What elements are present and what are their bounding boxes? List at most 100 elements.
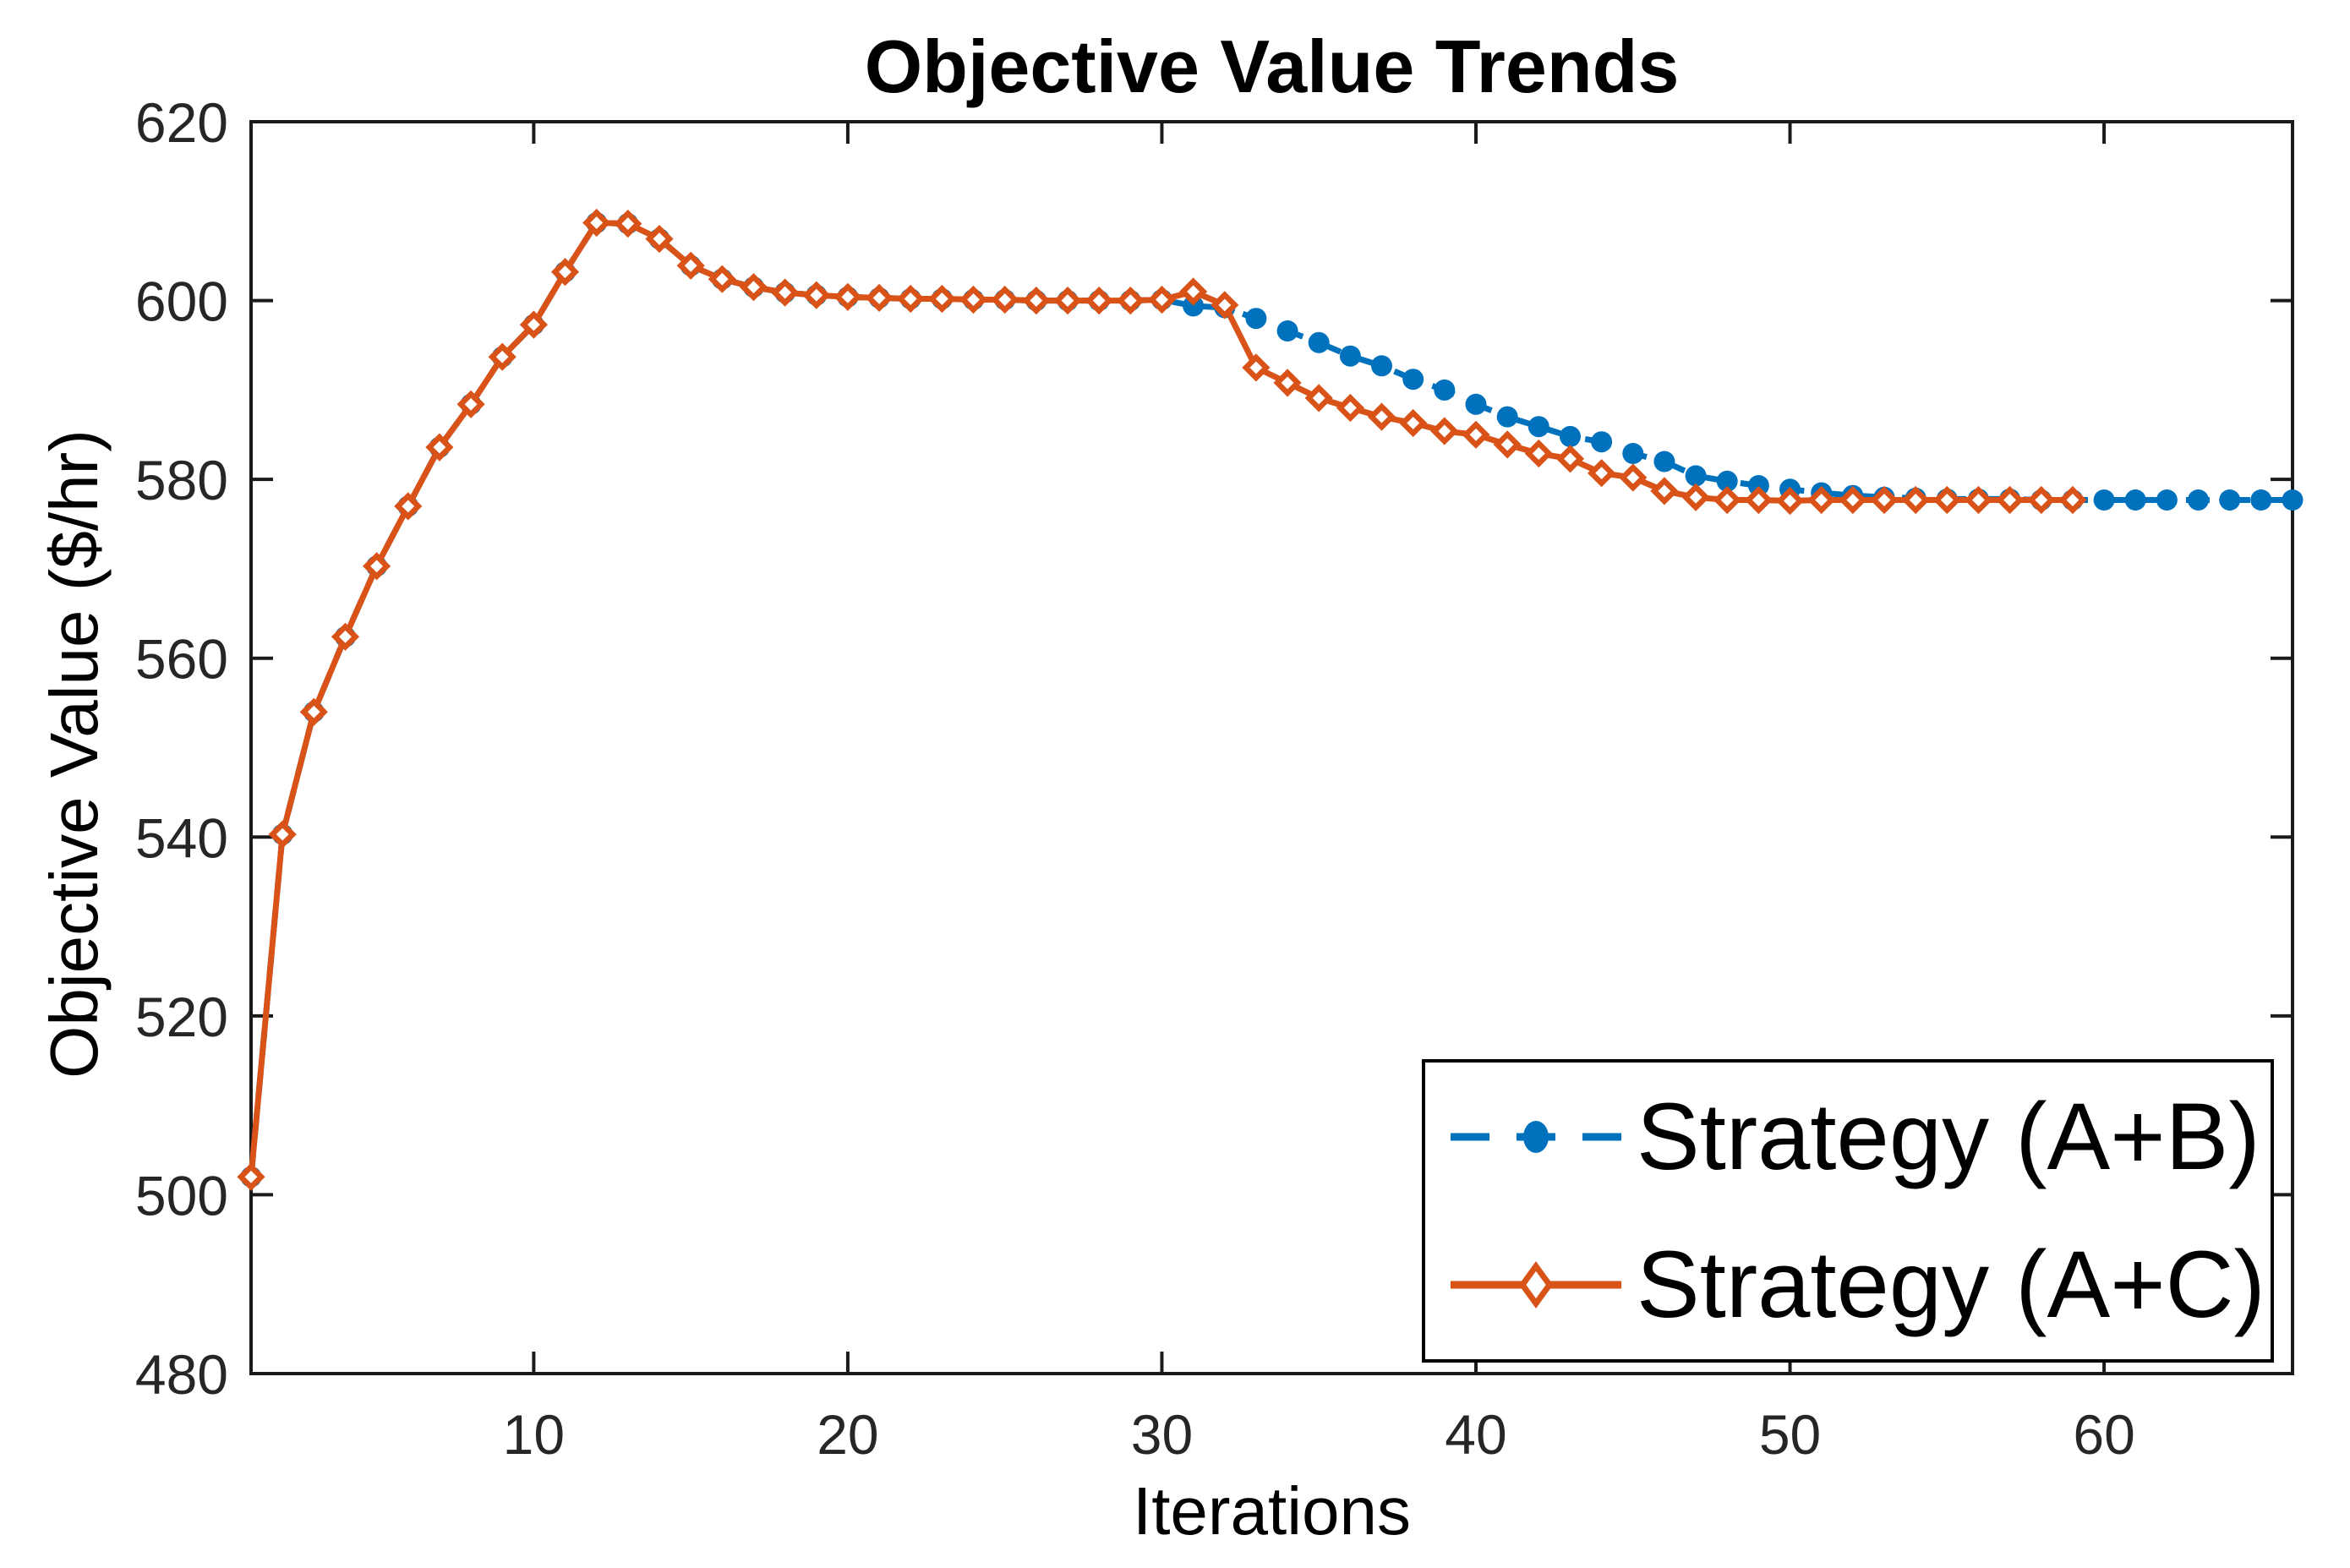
x-tick-label: 40 (1445, 1403, 1506, 1466)
data-point-marker-circle (2093, 489, 2115, 511)
y-tick-label: 560 (135, 628, 228, 691)
data-point-marker-diamond (2058, 485, 2087, 515)
data-point-marker-diamond (1273, 369, 1302, 397)
data-point-marker-diamond (1524, 439, 1553, 468)
data-point-marker-diamond (1430, 417, 1459, 445)
data-point-marker-circle (1276, 320, 1298, 341)
data-point-marker-diamond (237, 1162, 265, 1191)
data-point-marker-circle (1653, 451, 1675, 473)
data-point-marker-diamond (771, 278, 800, 307)
data-point-marker-diamond (1147, 285, 1177, 314)
x-tick-label: 30 (1131, 1403, 1193, 1466)
data-point-marker-circle (1308, 331, 1330, 353)
data-point-marker-diamond (582, 208, 611, 238)
data-point-marker-diamond (394, 492, 423, 521)
data-point-marker-diamond (425, 433, 454, 462)
data-point-marker-diamond (1179, 277, 1208, 306)
y-tick-label: 540 (135, 806, 228, 869)
axes-box (249, 120, 2294, 1375)
data-point-marker-diamond (268, 820, 297, 849)
y-tick-label: 600 (135, 270, 228, 333)
data-point-marker-circle (2124, 489, 2146, 511)
data-point-marker-diamond (1399, 408, 1428, 438)
y-tick-label: 500 (135, 1164, 228, 1227)
x-tick-label: 50 (1759, 1403, 1821, 1466)
data-point-marker-circle (1371, 355, 1392, 377)
data-point-marker-diamond (1744, 485, 1773, 515)
legend-line-sample-dashed-circle-icon (1451, 1120, 1621, 1153)
legend-entry-strategy-a-c: Strategy (A+C) (1425, 1211, 2271, 1360)
data-point-marker-diamond (1588, 459, 1616, 488)
data-point-marker-diamond (456, 390, 485, 418)
series-line-strategy-a-c (248, 220, 2073, 1177)
data-point-marker-diamond (1242, 353, 1271, 382)
y-tick-label: 580 (135, 449, 228, 511)
data-point-marker-circle (1747, 475, 1769, 496)
data-point-marker-circle (2156, 489, 2178, 511)
data-point-marker-diamond (1085, 287, 1113, 315)
data-point-marker-diamond (1367, 402, 1396, 431)
data-point-marker-circle (1402, 369, 1424, 391)
legend-label-strategy-a-b: Strategy (A+B) (1637, 1083, 2260, 1189)
legend-entry-strategy-a-b: Strategy (A+B) (1425, 1063, 2271, 1211)
data-point-marker-diamond (1932, 485, 1961, 515)
legend: Strategy (A+B) Strategy (A+C) (1422, 1059, 2274, 1363)
data-point-marker-diamond (331, 622, 360, 651)
data-point-marker-diamond (1619, 463, 1648, 492)
data-point-marker-diamond (676, 251, 705, 280)
x-tick-label: 20 (817, 1403, 878, 1466)
data-point-marker-circle (1183, 295, 1205, 317)
data-point-marker-diamond (1964, 485, 1993, 515)
data-point-marker-circle (1496, 406, 1518, 428)
data-point-marker-circle (1716, 470, 1738, 492)
data-point-marker-diamond (927, 284, 956, 314)
data-point-marker-diamond (488, 342, 516, 371)
data-point-marker-diamond (299, 697, 328, 726)
data-point-marker-circle (1465, 393, 1487, 415)
data-point-marker-circle (1622, 443, 1644, 464)
y-tick-label: 620 (135, 91, 228, 154)
data-point-marker-diamond (1775, 486, 1805, 516)
data-point-marker-diamond (959, 285, 988, 314)
data-point-marker-diamond (802, 281, 831, 309)
x-axis-label: Iterations (1132, 1473, 1412, 1549)
data-point-marker-diamond (1713, 485, 1741, 515)
data-point-marker-circle (1560, 425, 1581, 447)
y-tick-label: 520 (135, 986, 228, 1048)
data-point-marker-diamond (896, 284, 925, 314)
y-tick-label: 480 (135, 1343, 228, 1406)
data-point-marker-diamond (833, 282, 862, 311)
data-point-marker-diamond (1116, 287, 1145, 315)
data-point-marker-diamond (2027, 485, 2056, 515)
legend-line-sample-solid-diamond-icon (1451, 1261, 1621, 1309)
data-point-marker-diamond (1022, 287, 1051, 315)
data-point-marker-diamond (1555, 445, 1585, 473)
x-tick-label: 60 (2073, 1403, 2134, 1466)
data-point-marker-circle (1685, 465, 1707, 487)
data-point-marker-circle (1528, 416, 1549, 438)
data-point-marker-diamond (1901, 485, 1930, 515)
data-point-marker-diamond (645, 225, 674, 254)
data-point-marker-circle (1339, 345, 1361, 367)
data-point-marker-diamond (865, 283, 894, 312)
data-point-marker-diamond (614, 210, 642, 238)
data-point-marker-diamond (1681, 483, 1710, 511)
legend-label-strategy-a-c: Strategy (A+C) (1637, 1232, 2265, 1338)
data-point-marker-circle (2250, 489, 2272, 511)
data-point-marker-diamond (550, 258, 580, 287)
data-point-marker-diamond (1839, 485, 1867, 515)
y-axis-label: Objective Value ($/hr) (36, 429, 112, 1079)
data-point-marker-diamond (1650, 477, 1679, 505)
data-point-marker-diamond (739, 273, 768, 302)
data-point-marker-diamond (1493, 430, 1522, 459)
data-point-marker-diamond (1336, 393, 1364, 423)
data-point-marker-circle (2219, 489, 2241, 511)
data-point-marker-diamond (991, 285, 1019, 314)
chart-title: Objective Value Trends (864, 25, 1680, 108)
data-point-marker-diamond (363, 552, 391, 581)
data-point-marker-circle (1245, 308, 1267, 330)
data-point-marker-diamond (1304, 384, 1333, 412)
